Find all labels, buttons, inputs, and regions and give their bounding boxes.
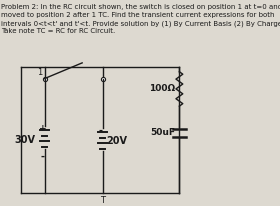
Text: 50uF: 50uF (150, 128, 175, 137)
Text: 20V: 20V (106, 137, 127, 146)
Text: Take note TC = RC for RC Circuit.: Take note TC = RC for RC Circuit. (1, 28, 116, 34)
Text: Problem 2: In the RC circuit shown, the switch is closed on position 1 at t=0 an: Problem 2: In the RC circuit shown, the … (1, 4, 280, 10)
Text: +: + (39, 124, 46, 133)
Text: 30V: 30V (15, 135, 36, 145)
Text: moved to position 2 after 1 TC. Find the transient current expressions for both: moved to position 2 after 1 TC. Find the… (1, 12, 275, 18)
Text: -: - (99, 126, 103, 136)
Text: 1: 1 (37, 68, 43, 77)
Text: -: - (40, 151, 45, 161)
Text: T: T (100, 195, 105, 205)
Text: intervals 0<t<t' and t'<t. Provide solution by (1) By Current Basis (2) By Charg: intervals 0<t<t' and t'<t. Provide solut… (1, 20, 280, 27)
Text: 100Ω: 100Ω (149, 84, 175, 93)
